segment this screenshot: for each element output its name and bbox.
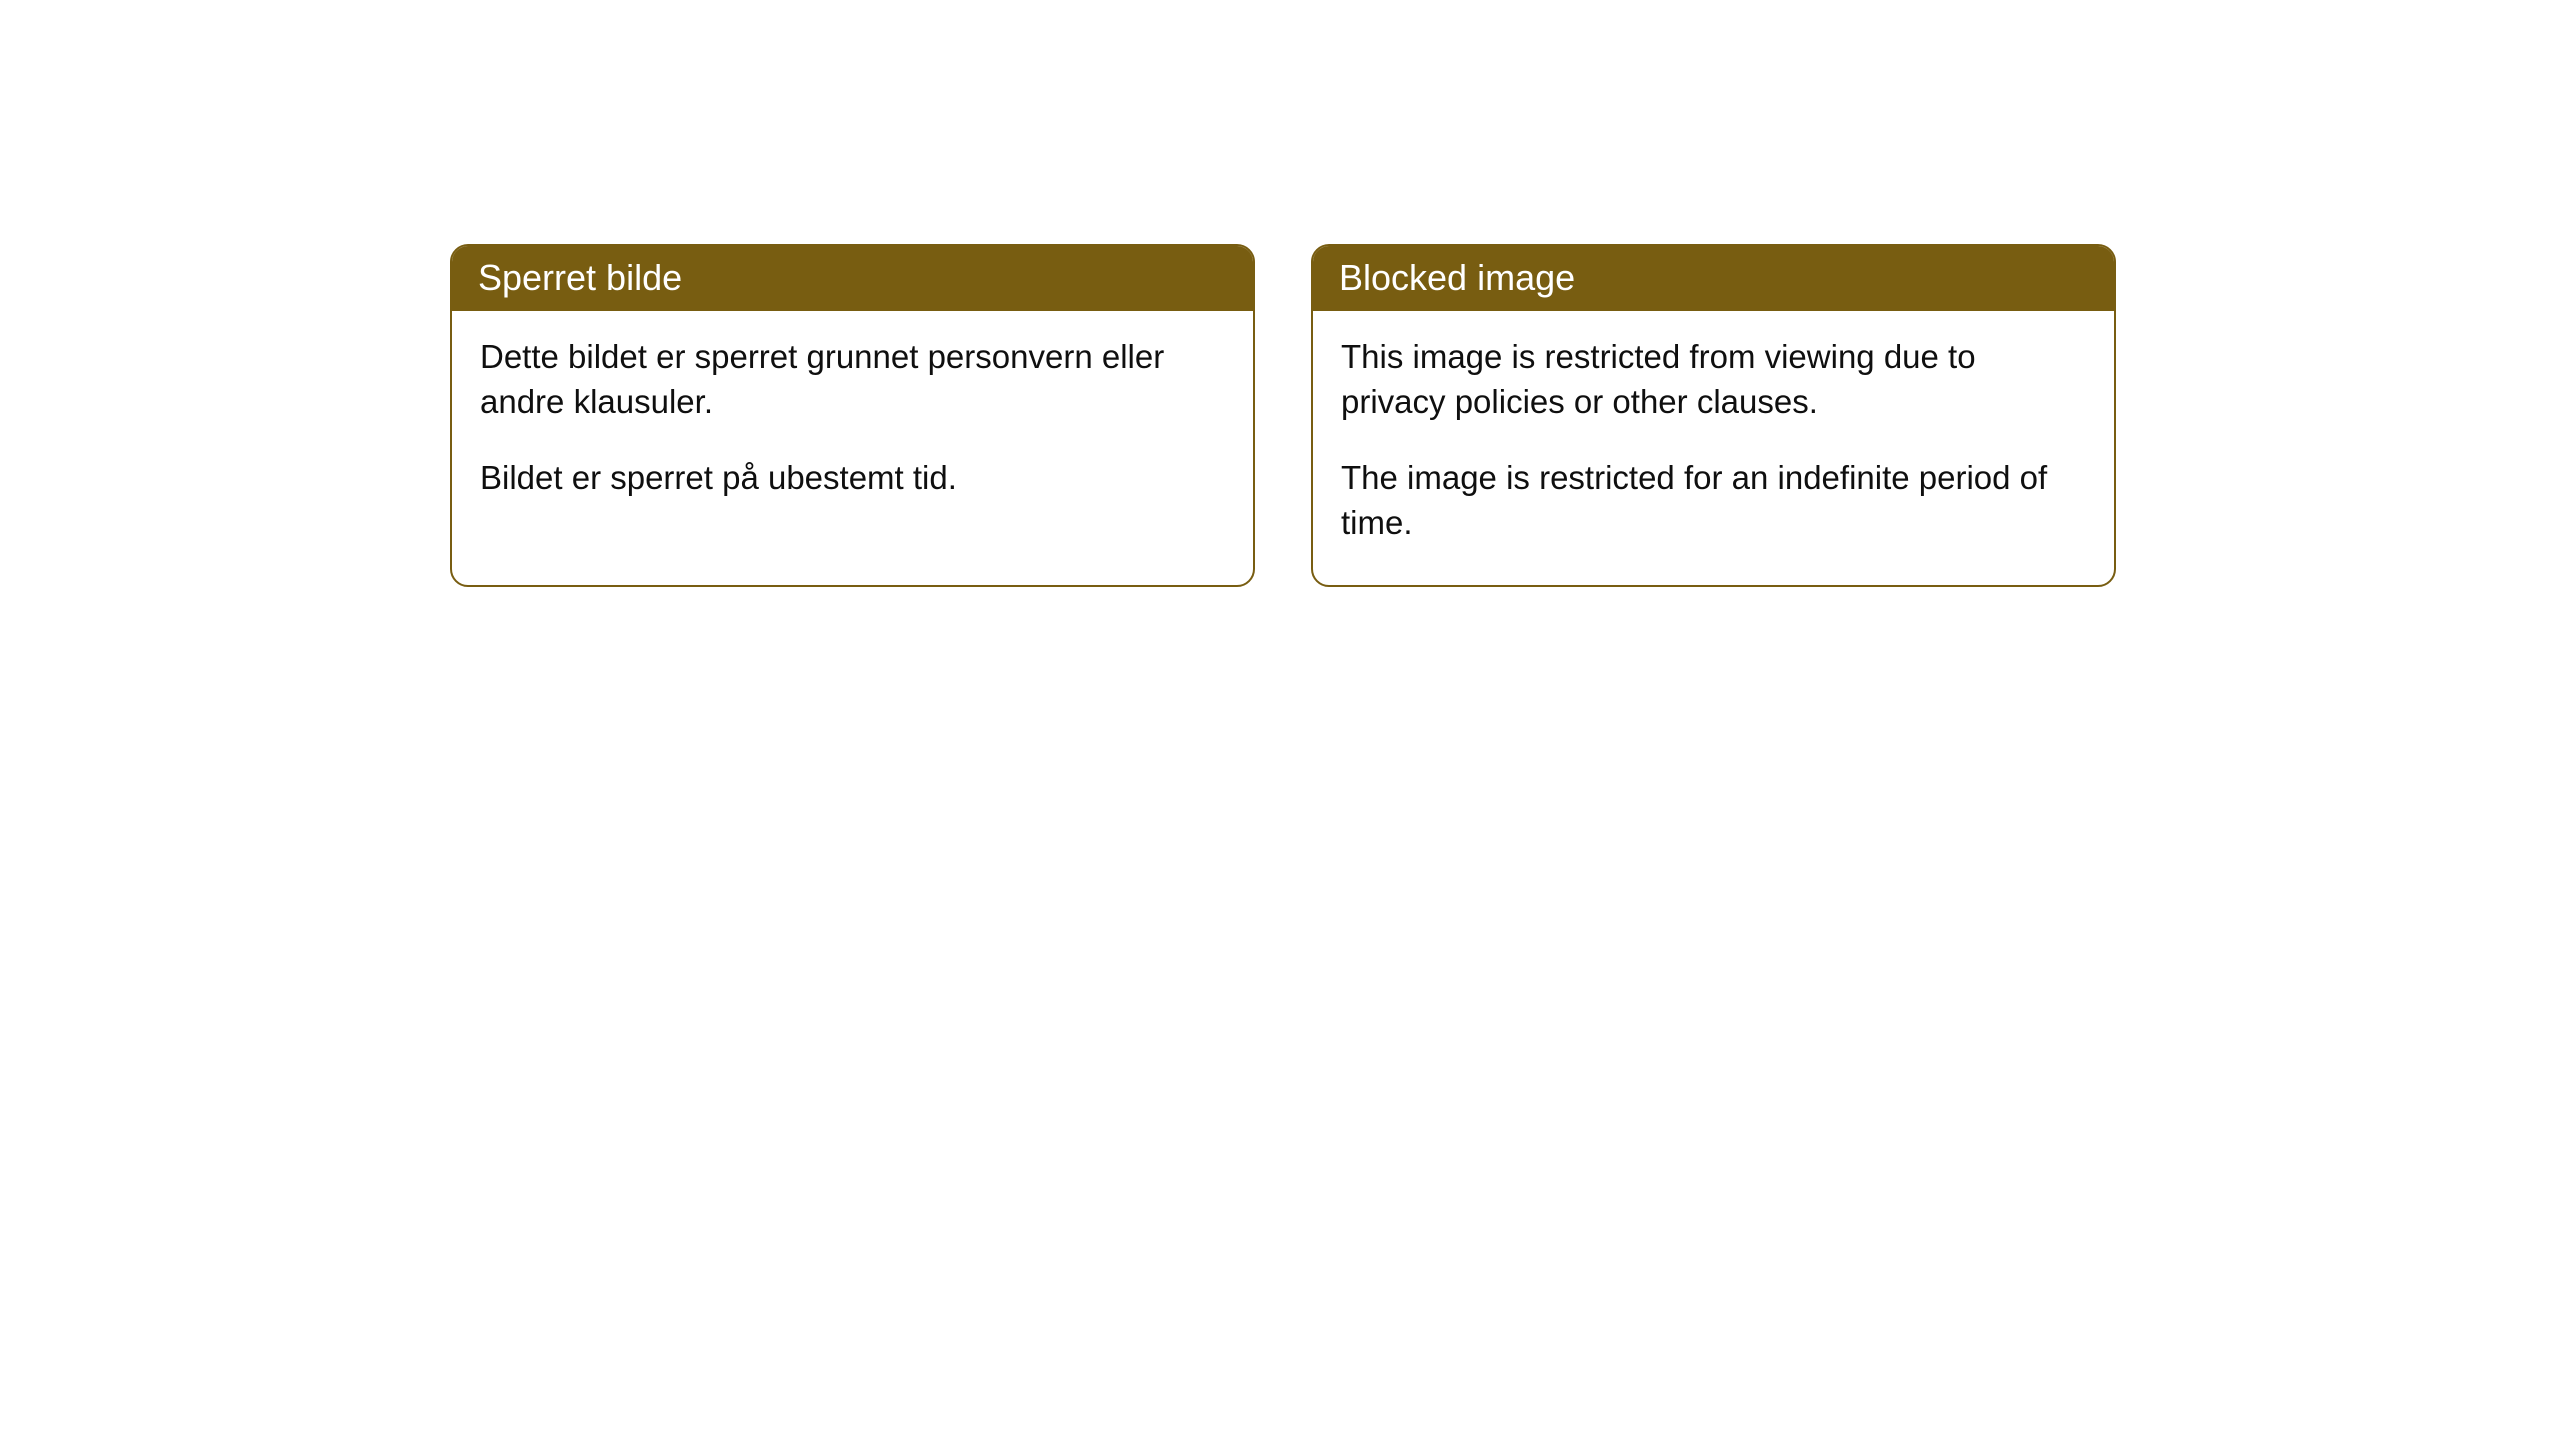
card-text-en-1: This image is restricted from viewing du… <box>1341 335 2086 424</box>
blocked-image-card-no: Sperret bilde Dette bildet er sperret gr… <box>450 244 1255 587</box>
card-body-en: This image is restricted from viewing du… <box>1313 311 2114 585</box>
blocked-image-card-en: Blocked image This image is restricted f… <box>1311 244 2116 587</box>
card-text-no-1: Dette bildet er sperret grunnet personve… <box>480 335 1225 424</box>
card-text-no-2: Bildet er sperret på ubestemt tid. <box>480 456 1225 501</box>
card-body-no: Dette bildet er sperret grunnet personve… <box>452 311 1253 541</box>
card-header-no: Sperret bilde <box>452 246 1253 311</box>
card-text-en-2: The image is restricted for an indefinit… <box>1341 456 2086 545</box>
notice-cards-container: Sperret bilde Dette bildet er sperret gr… <box>450 244 2116 587</box>
card-title-en: Blocked image <box>1339 257 1575 298</box>
card-header-en: Blocked image <box>1313 246 2114 311</box>
card-title-no: Sperret bilde <box>478 257 682 298</box>
